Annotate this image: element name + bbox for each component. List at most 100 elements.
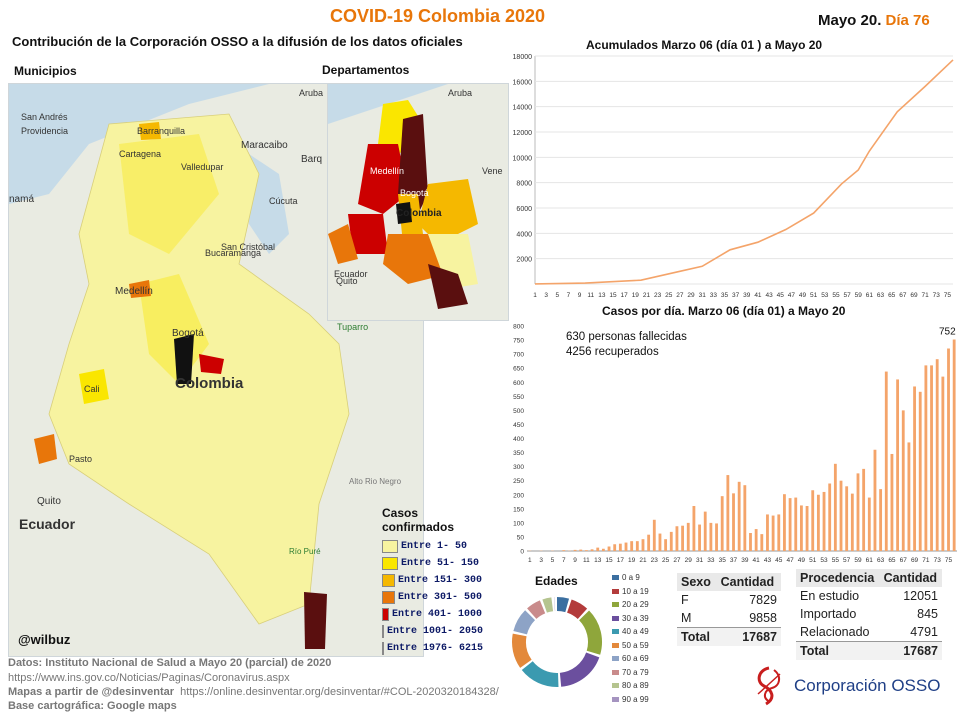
x-tick-label: 41 — [753, 557, 761, 564]
legend-label: Entre 301- 500 — [397, 592, 482, 603]
x-tick-label: 5 — [555, 292, 559, 299]
table-row: En estudio 12051 — [796, 587, 942, 605]
legend-label: Entre 151- 300 — [397, 575, 482, 586]
max-bar-annotation: 752 — [939, 327, 956, 338]
y-tick-label: 550 — [513, 394, 524, 401]
legend-item: Entre 51- 150 — [382, 555, 482, 572]
y-tick-label: 2000 — [516, 257, 532, 264]
x-tick-label: 71 — [922, 292, 930, 299]
x-tick-label: 33 — [707, 557, 715, 564]
daily-bar — [935, 359, 939, 551]
daily-bar — [941, 376, 945, 551]
departamentos-map[interactable]: Aruba Medellín Bogotá Colombia Quito Ecu… — [327, 83, 509, 321]
daily-bar — [686, 522, 690, 551]
table-row: M 9858 — [677, 609, 781, 628]
edades-legend-label: 0 a 9 — [622, 573, 640, 583]
daily-bar — [952, 339, 956, 551]
daily-bar — [918, 391, 922, 551]
dept-label-aruba: Aruba — [448, 88, 472, 98]
footer-mapas-label: Mapas a partir de @desinventar — [8, 686, 175, 698]
y-tick-label: 700 — [513, 352, 524, 359]
label-maracaibo: Maracaibo — [241, 140, 288, 151]
edades-legend-item: 90 a 99 — [612, 693, 649, 707]
daily-chart-title: Casos por día. Marzo 06 (día 01) a Mayo … — [602, 304, 846, 318]
legend-swatch — [382, 625, 384, 638]
donut-slice — [513, 610, 536, 635]
medellin-polygon — [129, 280, 151, 298]
x-tick-label: 57 — [843, 557, 851, 564]
osso-brand-name: Corporación OSSO — [794, 676, 941, 695]
x-tick-label: 73 — [934, 557, 942, 564]
daily-bar — [873, 449, 877, 551]
donut-slice — [521, 660, 559, 687]
y-tick-label: 16000 — [513, 79, 533, 86]
dept-bogota — [396, 202, 412, 224]
daily-bar — [720, 496, 724, 551]
x-tick-label: 57 — [843, 292, 851, 299]
x-tick-label: 33 — [710, 292, 718, 299]
y-tick-label: 150 — [513, 506, 524, 513]
departamentos-label: Departamentos — [322, 63, 410, 77]
edades-donut-chart — [512, 597, 602, 687]
x-tick-label: 47 — [788, 292, 796, 299]
meta-polygon — [199, 354, 224, 374]
footer-desinventar-url[interactable]: https://online.desinventar.org/desinvent… — [180, 686, 499, 698]
daily-bar — [703, 511, 707, 551]
x-tick-label: 1 — [528, 557, 532, 564]
sexo-m-value: 9858 — [749, 611, 777, 625]
x-tick-label: 39 — [741, 557, 749, 564]
caribbean-region — [119, 134, 219, 254]
daily-bar — [579, 549, 583, 551]
y-tick-label: 300 — [513, 464, 524, 471]
donut-slice — [512, 633, 532, 668]
x-tick-label: 59 — [855, 292, 863, 299]
daily-bar — [822, 491, 826, 551]
daily-bar — [630, 541, 634, 551]
label-cartagena: Cartagena — [119, 149, 161, 159]
daily-bar — [681, 525, 685, 551]
sexo-m-label: M — [681, 611, 692, 625]
bogota-polygon — [174, 334, 194, 384]
footer-ins-url[interactable]: https://www.ins.gov.co/Noticias/Paginas/… — [8, 672, 290, 684]
label-valledupar: Valledupar — [181, 162, 223, 172]
daily-bar — [862, 468, 866, 551]
procedencia-header: Procedencia — [796, 569, 880, 587]
daily-bar — [749, 533, 752, 551]
x-tick-label: 47 — [786, 557, 794, 564]
table-row: Total 17687 — [677, 627, 781, 646]
legend-item: Entre 301- 500 — [382, 589, 482, 606]
label-cucuta: Cúcuta — [269, 196, 298, 206]
label-ecuador: Ecuador — [19, 516, 76, 532]
y-tick-label: 6000 — [516, 206, 532, 213]
daily-bar — [947, 348, 950, 551]
municipios-fill — [48, 113, 350, 625]
footer-datos: Datos: Instituto Nacional de Salud a May… — [8, 657, 332, 669]
x-tick-label: 67 — [899, 292, 907, 299]
y-tick-label: 8000 — [516, 181, 532, 188]
x-tick-label: 35 — [719, 557, 727, 564]
legend-item: Entre 1- 50 — [382, 538, 482, 555]
daily-bar — [816, 494, 820, 551]
daily-bar — [584, 550, 588, 551]
x-tick-label: 25 — [662, 557, 670, 564]
departamentos-map-svg: Aruba Medellín Bogotá Colombia Quito Ecu… — [328, 84, 508, 320]
cumulative-chart-title: Acumulados Marzo 06 (día 01 ) a Mayo 20 — [586, 38, 823, 52]
edades-legend: 0 a 9 10 a 19 20 a 29 30 a 39 40 a 49 50 a 59… — [612, 571, 649, 706]
cali-polygon — [79, 369, 109, 404]
map-legend: Casos confirmados Entre 1- 50 Entre 51- 1… — [382, 506, 483, 657]
sexo-total-value: 17687 — [716, 627, 781, 646]
edades-legend-swatch — [612, 696, 619, 702]
daily-bar — [732, 493, 735, 551]
x-tick-label: 17 — [621, 292, 629, 299]
donut-slice — [542, 597, 554, 613]
x-tick-label: 51 — [809, 557, 817, 564]
donut-slice — [578, 610, 602, 655]
x-tick-label: 55 — [832, 292, 840, 299]
procedencia-importado-value: 845 — [917, 607, 938, 621]
procedencia-relacionado-label: Relacionado — [800, 625, 870, 639]
x-tick-label: 41 — [754, 292, 762, 299]
daily-bar — [754, 529, 758, 551]
daily-bar — [884, 371, 888, 551]
legend-swatch — [382, 591, 395, 604]
legend-swatch — [382, 608, 389, 621]
